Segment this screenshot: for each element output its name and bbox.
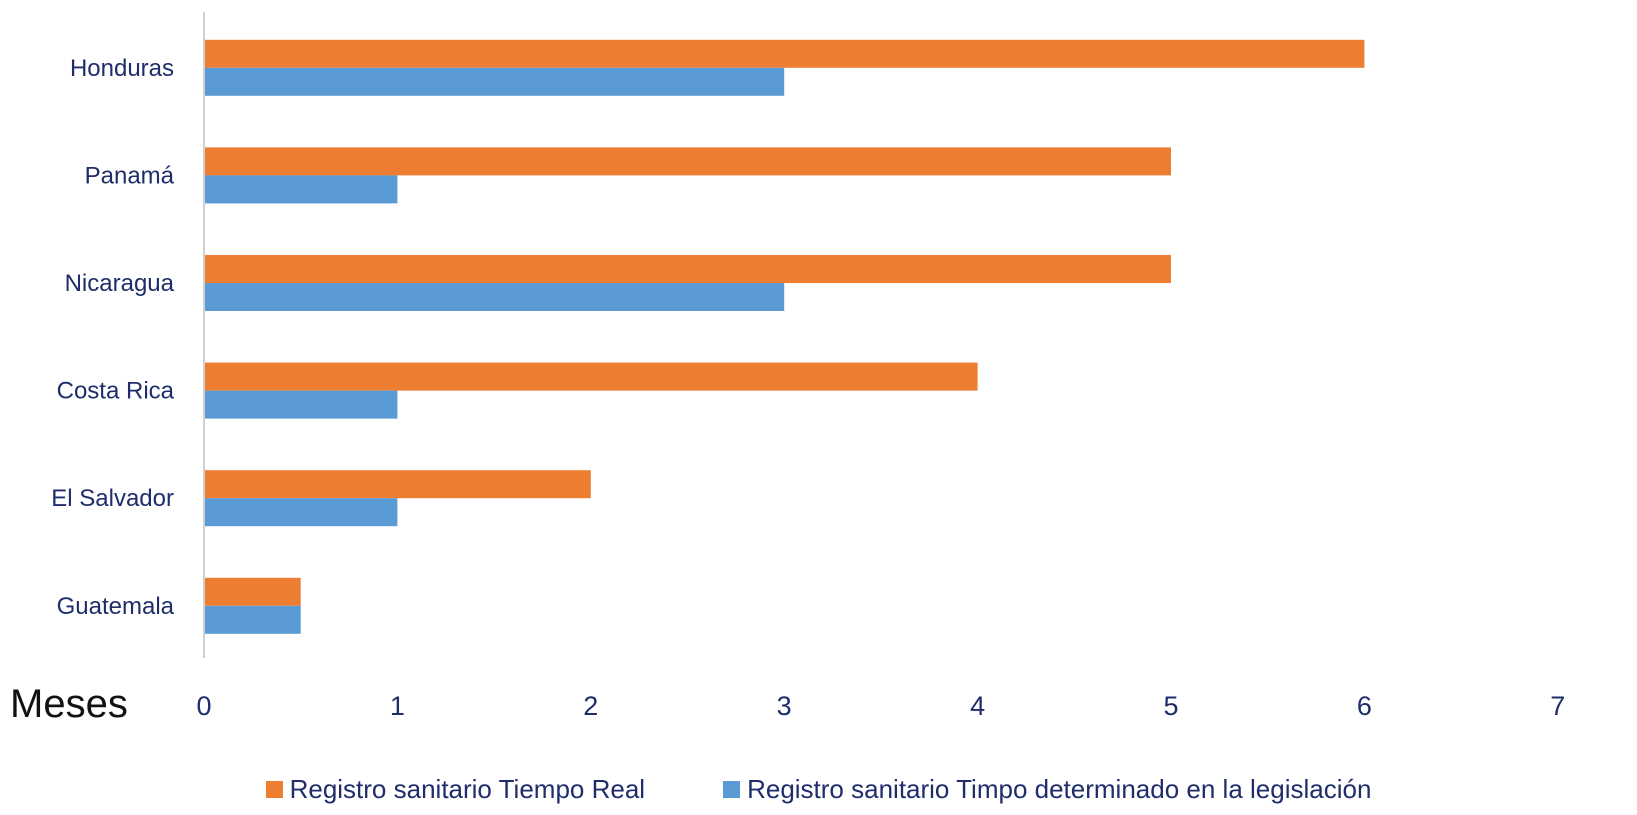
x-tick-label-4: 4 bbox=[970, 691, 985, 721]
bar-tiempo-real-nicaragua bbox=[204, 255, 1171, 283]
bar-legislacion-el-salvador bbox=[204, 498, 398, 527]
bar-tiempo-real-guatemala bbox=[204, 577, 301, 606]
x-axis-label: Meses bbox=[10, 682, 128, 726]
legend-item-legislacion: Registro sanitario Timpo determinado en … bbox=[723, 774, 1371, 805]
legend-swatch-orange bbox=[265, 781, 283, 798]
legend-label-tiempo-real: Registro sanitario Tiempo Real bbox=[289, 774, 646, 804]
category-label-nicaragua: Nicaragua bbox=[65, 270, 175, 297]
legend-item-tiempo-real: Registro sanitario Tiempo Real bbox=[265, 774, 646, 805]
legend-label-legislacion: Registro sanitario Timpo determinado en … bbox=[747, 774, 1372, 804]
category-label-el-salvador: El Salvador bbox=[51, 485, 174, 512]
category-label-honduras: Honduras bbox=[70, 55, 174, 82]
category-label-panama: Panamá bbox=[85, 162, 175, 189]
legend-swatch-blue bbox=[723, 781, 741, 798]
x-tick-label-2: 2 bbox=[583, 691, 598, 721]
bar-legislacion-panama bbox=[204, 175, 398, 204]
bar-legislacion-guatemala bbox=[204, 605, 301, 634]
category-label-guatemala: Guatemala bbox=[57, 593, 175, 620]
bar-legislacion-costa-rica bbox=[204, 390, 398, 419]
legend: Registro sanitario Tiempo Real Registro … bbox=[0, 774, 1637, 805]
bar-legislacion-nicaragua bbox=[204, 283, 785, 311]
x-tick-label-6: 6 bbox=[1357, 691, 1372, 721]
bar-tiempo-real-costa-rica bbox=[204, 362, 978, 391]
bar-legislacion-honduras bbox=[204, 67, 785, 96]
category-label-costa-rica: Costa Rica bbox=[57, 378, 175, 405]
x-tick-label-0: 0 bbox=[196, 691, 211, 721]
x-tick-label-7: 7 bbox=[1550, 691, 1565, 721]
bar-tiempo-real-honduras bbox=[204, 39, 1365, 68]
x-tick-label-3: 3 bbox=[777, 691, 792, 721]
x-tick-label-5: 5 bbox=[1163, 691, 1178, 721]
x-tick-label-1: 1 bbox=[390, 691, 405, 721]
bar-tiempo-real-panama bbox=[204, 147, 1171, 176]
bar-tiempo-real-el-salvador bbox=[204, 470, 591, 499]
